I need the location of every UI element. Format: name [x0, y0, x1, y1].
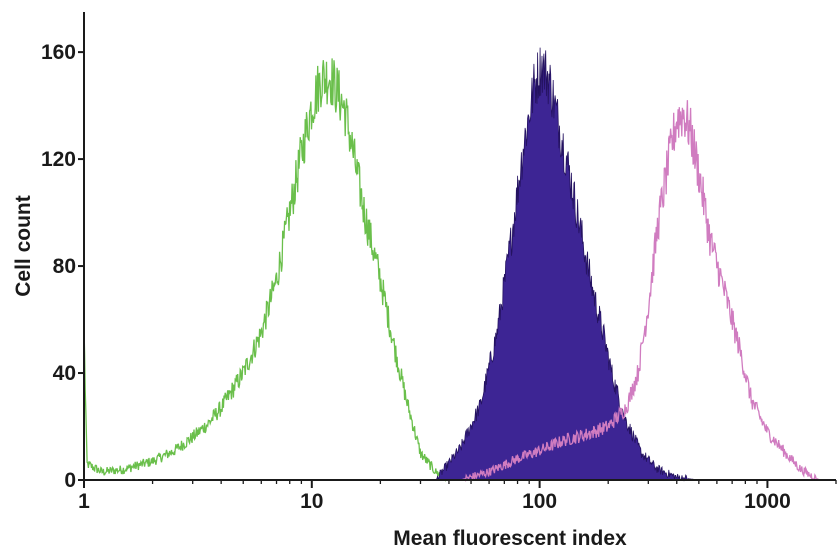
y-tick-label-40: 40 — [53, 362, 76, 385]
series-2 — [435, 47, 699, 482]
x-tick-label-1000: 1000 — [744, 490, 791, 513]
series-2-area — [435, 47, 699, 482]
ticks: 1 10 100 1000 0 40 80 120 160 — [41, 41, 837, 513]
axes — [83, 12, 836, 481]
x-axis-label: Mean fluorescent index — [393, 527, 627, 550]
y-tick-label-0: 0 — [64, 469, 76, 492]
x-tick-label-100: 100 — [522, 490, 557, 513]
series-layer — [83, 47, 821, 483]
x-tick-label-1: 1 — [78, 490, 90, 513]
series-1 — [83, 58, 450, 483]
y-tick-label-160: 160 — [41, 41, 76, 64]
y-tick-label-120: 120 — [41, 148, 76, 171]
series-1-line — [83, 58, 450, 483]
x-tick-label-10: 10 — [300, 490, 323, 513]
series-3 — [460, 100, 821, 483]
series-3-line — [460, 100, 821, 483]
y-tick-label-80: 80 — [53, 255, 76, 278]
y-axis-label: Cell count — [12, 195, 35, 297]
